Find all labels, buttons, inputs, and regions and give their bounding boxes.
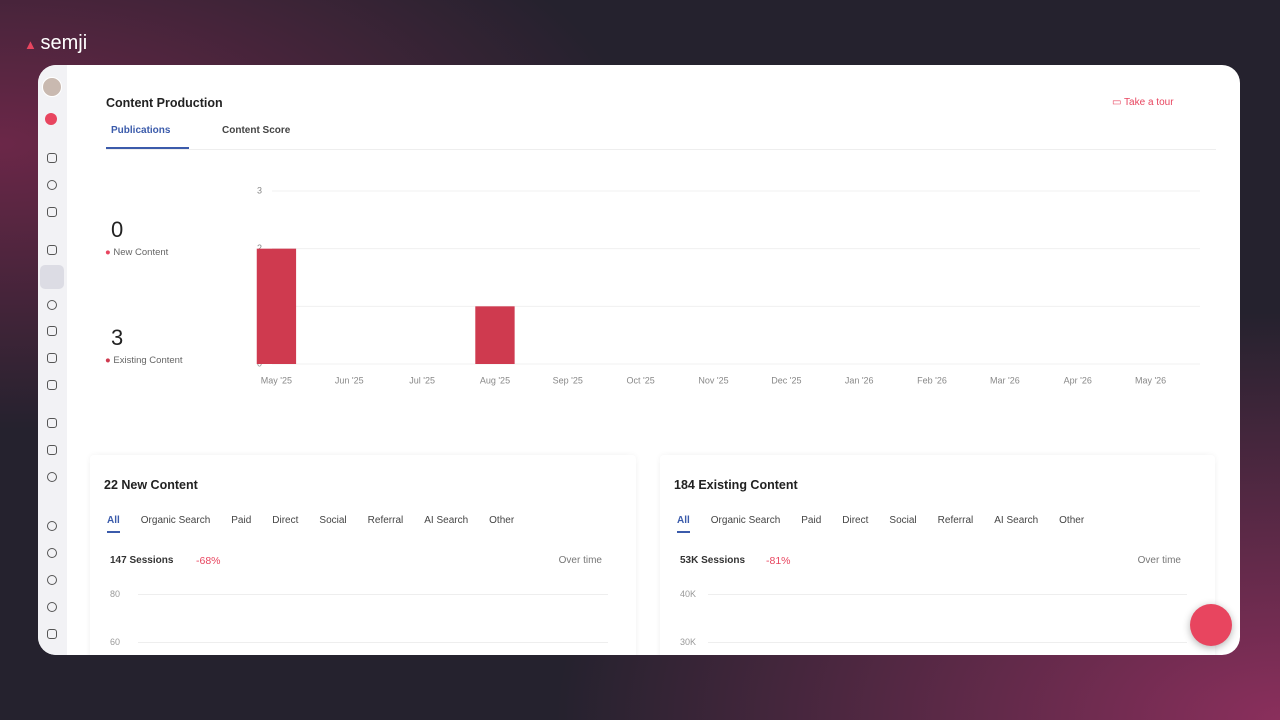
x-tick-label: Apr '26	[1064, 375, 1092, 385]
tab-active[interactable]: All	[107, 515, 120, 533]
period-select[interactable]: Over time	[1137, 555, 1181, 566]
tab[interactable]: Social	[889, 515, 917, 526]
tab[interactable]: Other	[489, 515, 515, 526]
nav-icon[interactable]	[47, 418, 57, 428]
nav-icon[interactable]	[47, 153, 57, 163]
metric-select[interactable]: 53K Sessions	[680, 555, 746, 566]
x-tick-label: Mar '26	[990, 375, 1020, 385]
chat-button[interactable]	[1190, 604, 1232, 646]
nav-icon[interactable]	[47, 245, 57, 255]
divider	[106, 149, 1216, 150]
nav-icon[interactable]	[47, 548, 57, 558]
y-tick-label: 3	[257, 185, 262, 195]
grid-line	[138, 642, 608, 643]
nav-icon[interactable]	[47, 472, 57, 482]
x-tick-label: Feb '26	[917, 375, 947, 385]
app-window: Content Production ▭ Take a tour Publica…	[38, 65, 1240, 655]
stat-label-text: New Content	[113, 247, 169, 258]
panel-title: 184 Existing Content	[674, 478, 798, 492]
sidebar	[38, 65, 67, 655]
nav-icon[interactable]	[47, 629, 57, 639]
tab-active[interactable]: Publications	[111, 125, 171, 136]
x-tick-label: May '25	[261, 375, 292, 385]
y-tick-label: 80	[110, 589, 121, 599]
x-tick-label: Jan '26	[845, 375, 874, 385]
y-tick-label: 40K	[680, 589, 697, 599]
tab[interactable]: Referral	[937, 515, 974, 526]
y-tick-label: 30K	[680, 637, 697, 647]
tab-active[interactable]: All	[677, 515, 690, 533]
x-tick-label: Oct '25	[627, 375, 655, 385]
nav-icon[interactable]	[47, 575, 57, 585]
x-tick-label: Jul '25	[409, 375, 435, 385]
grid-line	[708, 594, 1187, 595]
bar	[256, 248, 297, 364]
metric-change: -68%	[196, 555, 221, 567]
y-tick-label: 60	[110, 637, 121, 647]
nav-active[interactable]	[40, 265, 64, 289]
stat-label: ● New Content	[105, 247, 169, 258]
nav-icon[interactable]	[47, 602, 57, 612]
nav-icon[interactable]	[47, 180, 57, 190]
tab[interactable]: Direct	[272, 515, 299, 526]
nav-icon[interactable]	[47, 326, 57, 336]
tab-bar: All Organic Search Paid Direct Social Referra…	[107, 515, 514, 533]
y-tick-label: 2	[257, 243, 262, 253]
nav-icon[interactable]	[47, 207, 57, 217]
grid-line	[708, 642, 1187, 643]
tour-text: Take a tour	[1124, 97, 1174, 108]
bar	[475, 306, 515, 364]
nav-icon[interactable]	[47, 521, 57, 531]
tab[interactable]: Organic Search	[710, 515, 781, 526]
nav-icon[interactable]	[47, 300, 57, 310]
tab-underline	[106, 147, 189, 149]
panel-title: 22 New Content	[104, 478, 198, 492]
metric-select[interactable]: 147 Sessions	[110, 555, 174, 566]
x-tick-label: Dec '25	[771, 375, 801, 385]
stat-value: 0	[111, 217, 124, 242]
tab[interactable]: Referral	[367, 515, 404, 526]
x-tick-label: Aug '25	[480, 375, 510, 385]
section-title: Content Production	[106, 96, 223, 110]
panel: 22 New Content All Organic Search Paid Direc…	[90, 455, 636, 655]
metric-change: -81%	[766, 555, 791, 567]
period-select[interactable]: Over time	[558, 555, 602, 566]
brand-text: semji	[40, 32, 88, 54]
brand[interactable]: ▲ semji	[24, 32, 87, 55]
nav-icon[interactable]	[47, 353, 57, 363]
tour-link[interactable]: ▭ Take a tour	[1112, 97, 1174, 108]
tab[interactable]: AI Search	[424, 515, 469, 526]
panel: 184 Existing Content All Organic Search Pai…	[660, 455, 1215, 655]
tab[interactable]: Paid	[801, 515, 822, 526]
tab[interactable]: Paid	[231, 515, 252, 526]
add-button[interactable]	[45, 113, 57, 125]
grid-line	[138, 594, 608, 595]
stat-value: 3	[111, 325, 124, 350]
x-tick-label: Sep '25	[553, 375, 583, 385]
x-tick-label: May '26	[1135, 375, 1166, 385]
x-tick-label: Nov '25	[698, 375, 728, 385]
stat-label-text: Existing Content	[113, 355, 183, 366]
tab[interactable]: Other	[1059, 515, 1085, 526]
tab[interactable]: Direct	[842, 515, 869, 526]
stat-label: ● Existing Content	[105, 355, 183, 366]
brand-icon: ▲	[24, 37, 41, 52]
avatar[interactable]	[42, 77, 62, 97]
tab[interactable]: Organic Search	[140, 515, 211, 526]
nav-icon[interactable]	[47, 445, 57, 455]
x-tick-label: Jun '25	[335, 375, 364, 385]
tab[interactable]: Social	[319, 515, 347, 526]
nav-icon[interactable]	[47, 380, 57, 390]
tab-bar: All Organic Search Paid Direct Social Referra…	[677, 515, 1084, 533]
tab[interactable]: Content Score	[222, 125, 291, 136]
tab[interactable]: AI Search	[994, 515, 1039, 526]
